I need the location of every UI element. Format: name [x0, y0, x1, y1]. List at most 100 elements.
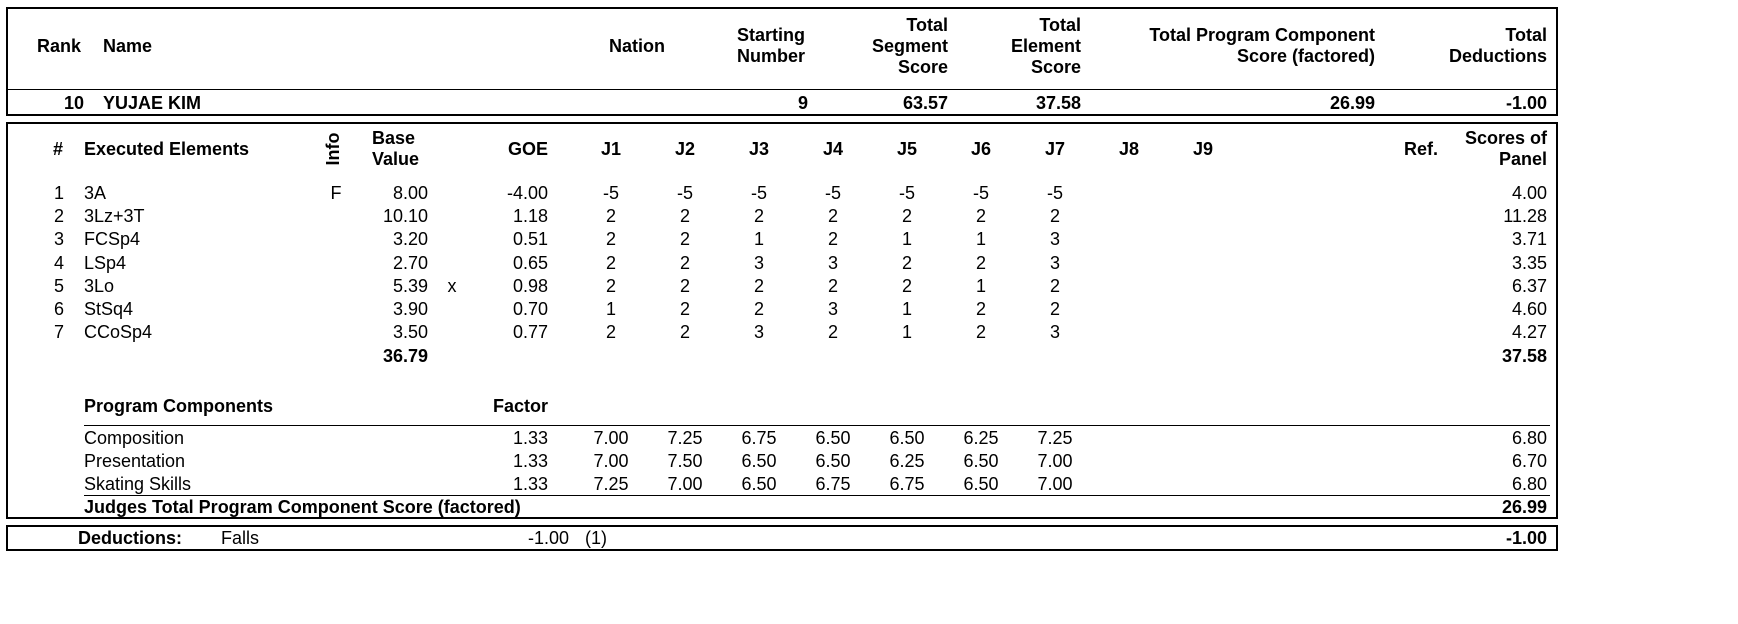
- element-panel-score: 4.60: [1511, 299, 1547, 319]
- rank-label: Rank: [37, 36, 82, 56]
- component-judge-5-mark: 6.50: [889, 428, 925, 448]
- component-judge-7-mark: 7.00: [1037, 474, 1073, 495]
- component-judge-2-mark: 7.00: [667, 474, 703, 495]
- judge-header-6: J6: [970, 139, 992, 159]
- component-judge-5-mark: 6.75: [889, 474, 925, 495]
- ref-header: Ref.: [1404, 139, 1439, 159]
- element-judge-5-score: 2: [901, 252, 912, 273]
- element-base-value: 3.50: [392, 322, 428, 343]
- judge-header-2: J2: [674, 139, 696, 159]
- element-judge-1-score: -5: [602, 183, 619, 203]
- element-judge-5-score: 2: [901, 206, 912, 227]
- element-judge-5-score: 1: [901, 229, 912, 250]
- element-base-value: 10.10: [382, 206, 428, 227]
- element-judge-3-score: 1: [753, 229, 764, 250]
- deduction-value: -1.00: [527, 528, 569, 548]
- deduction-type: Falls: [221, 528, 260, 548]
- element-judge-7-score: 3: [1049, 229, 1060, 250]
- element-judge-1-score: 2: [605, 252, 616, 273]
- element-panel-score: 3.71: [1511, 229, 1547, 250]
- element-judge-2-score: 2: [679, 229, 690, 250]
- info-header: Info: [323, 132, 343, 166]
- element-judge-2-score: 2: [679, 206, 690, 227]
- component-judge-6-mark: 6.25: [963, 428, 999, 448]
- element-judge-4-score: 3: [827, 252, 838, 273]
- element-name: LSp4: [84, 252, 127, 273]
- element-judge-7-score: 2: [1049, 206, 1060, 227]
- element-goe: 0.98: [512, 275, 548, 296]
- element-judge-3-score: 3: [753, 252, 764, 273]
- element-judge-7-score: 3: [1049, 322, 1060, 343]
- element-info: F: [330, 183, 342, 203]
- component-judge-3-mark: 6.50: [741, 474, 777, 495]
- judge-header-7: J7: [1044, 139, 1066, 159]
- component-judge-5-mark: 6.25: [889, 451, 925, 472]
- total-deductions-label: Total Deductions: [1448, 25, 1547, 66]
- deductions-total: -1.00: [1505, 528, 1547, 548]
- component-judge-7-mark: 7.00: [1037, 451, 1073, 472]
- element-judge-1-score: 2: [605, 206, 616, 227]
- program-components-label: Program Components: [84, 396, 274, 416]
- component-judge-4-mark: 6.50: [815, 428, 851, 448]
- base-value-header: Base Value: [372, 128, 420, 169]
- element-judge-1-score: 2: [605, 275, 616, 296]
- element-judge-1-score: 1: [605, 299, 616, 319]
- element-panel-score: 6.37: [1511, 275, 1547, 296]
- component-panel-score: 6.70: [1511, 451, 1547, 472]
- element-goe: 0.65: [512, 252, 548, 273]
- total-segment-score-label: Total Segment Score: [871, 15, 948, 77]
- element-judge-1-score: 2: [605, 229, 616, 250]
- element-judge-4-score: 2: [827, 275, 838, 296]
- element-judge-2-score: 2: [679, 252, 690, 273]
- total-pcs-label: Total Program Component Score (factored): [1149, 25, 1375, 66]
- element-judge-5-score: 1: [901, 322, 912, 343]
- element-bonus-mark: x: [447, 275, 457, 296]
- component-name: Presentation: [84, 451, 186, 472]
- component-judge-4-mark: 6.50: [815, 451, 851, 472]
- judge-header-3: J3: [748, 139, 770, 159]
- element-judge-7-score: 3: [1049, 252, 1060, 273]
- component-judge-1-mark: 7.00: [593, 428, 629, 448]
- element-number: 2: [53, 206, 64, 227]
- base-value-total: 36.79: [382, 346, 428, 366]
- component-judge-2-mark: 7.25: [667, 428, 703, 448]
- element-goe: 0.77: [512, 322, 548, 343]
- skater-name: YUJAE KIM: [103, 93, 202, 113]
- element-judge-2-score: -5: [676, 183, 693, 203]
- element-base-value: 5.39: [392, 275, 428, 296]
- component-name: Composition: [84, 428, 185, 448]
- component-panel-score: 6.80: [1511, 428, 1547, 448]
- element-number: 5: [53, 275, 64, 296]
- judges-total-pcs-score: 26.99: [1501, 497, 1547, 517]
- total-element-score: 37.58: [1035, 93, 1081, 113]
- element-name: FCSp4: [84, 229, 141, 250]
- component-judge-1-mark: 7.25: [593, 474, 629, 495]
- total-element-score-label: Total Element Score: [1010, 15, 1081, 77]
- element-name: 3Lz+3T: [84, 206, 145, 227]
- element-number: 4: [53, 252, 64, 273]
- element-judge-3-score: 2: [753, 275, 764, 296]
- element-number: 3: [53, 229, 64, 250]
- starting-number-label: Starting Number: [736, 25, 805, 66]
- deductions-box: [6, 525, 1558, 551]
- element-judge-7-score: -5: [1046, 183, 1063, 203]
- total-segment-score: 63.57: [902, 93, 948, 113]
- judge-header-4: J4: [822, 139, 844, 159]
- element-judge-2-score: 2: [679, 299, 690, 319]
- judge-header-9: J9: [1192, 139, 1214, 159]
- judge-header-1: J1: [600, 139, 622, 159]
- judge-header-8: J8: [1118, 139, 1140, 159]
- component-factor: 1.33: [512, 428, 548, 448]
- element-judge-3-score: 2: [753, 206, 764, 227]
- header-divider: [6, 89, 1558, 90]
- element-judge-4-score: 2: [827, 206, 838, 227]
- element-name: 3Lo: [84, 275, 115, 296]
- element-goe: 0.51: [512, 229, 548, 250]
- element-judge-4-score: 2: [827, 322, 838, 343]
- element-number: 7: [53, 322, 64, 343]
- element-judge-1-score: 2: [605, 322, 616, 343]
- header-box: [6, 7, 1558, 116]
- element-judge-3-score: 2: [753, 299, 764, 319]
- element-base-value: 8.00: [392, 183, 428, 203]
- element-panel-score: 11.28: [1503, 206, 1547, 227]
